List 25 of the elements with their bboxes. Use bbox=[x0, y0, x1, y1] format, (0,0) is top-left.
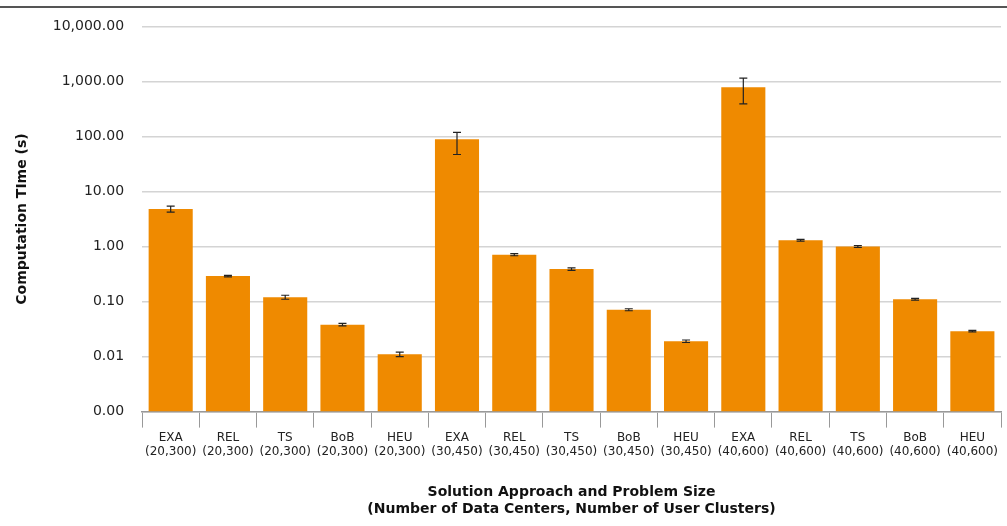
x-tick-label: REL (40,600) bbox=[774, 429, 827, 459]
x-tick-label: EXA (30,450) bbox=[431, 429, 483, 459]
x-tick-label: REL (20,300) bbox=[202, 429, 254, 459]
y-tick-label: 100.00 bbox=[75, 127, 125, 144]
y-tick-label: 0.10 bbox=[92, 292, 125, 309]
x-tick-label: REL (30,450) bbox=[488, 429, 540, 459]
x-tick-label: EXA (20,300) bbox=[145, 429, 197, 459]
x-tick-label: TS (30,450) bbox=[545, 429, 598, 459]
x-tick-label: HEU (20,300) bbox=[374, 429, 426, 459]
y-tick-label: 1.00 bbox=[92, 237, 125, 254]
x-tick-label: EXA (40,600) bbox=[717, 429, 769, 459]
x-tick-label: HEU (30,450) bbox=[660, 429, 712, 459]
x-axis-title: Solution Approach and Problem Size (Number of Data Centers, Number of User Clusters) bbox=[367, 483, 776, 517]
x-tick-label: TS (20,300) bbox=[259, 429, 311, 459]
y-tick-label: 0.00 bbox=[92, 402, 125, 419]
y-tick-label: 10.00 bbox=[83, 182, 125, 199]
x-tick-label: BoB (20,300) bbox=[316, 429, 369, 459]
y-tick-label: 0.01 bbox=[92, 347, 125, 364]
y-tick-label: 10,000.00 bbox=[52, 17, 125, 34]
x-tick-label: BoB (40,600) bbox=[889, 429, 941, 459]
y-tick-label: 1,000.00 bbox=[61, 72, 125, 89]
x-tick-label: HEU (40,600) bbox=[946, 429, 999, 459]
y-axis-title: Computation TIme (s) bbox=[13, 133, 30, 305]
x-tick-label: TS (40,600) bbox=[832, 429, 884, 459]
x-tick-label: BoB (30,450) bbox=[603, 429, 655, 459]
